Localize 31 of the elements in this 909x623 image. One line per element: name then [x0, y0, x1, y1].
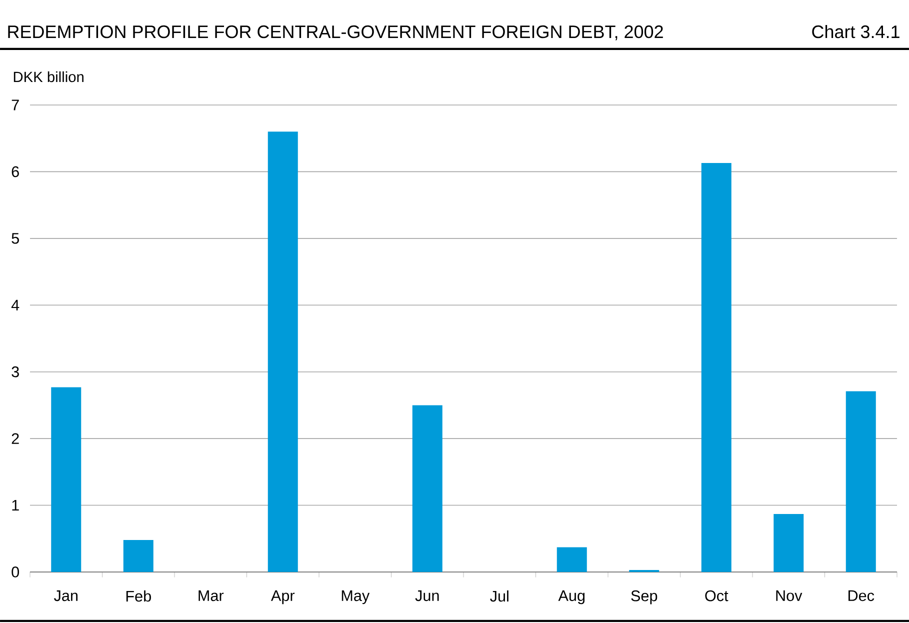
y-tick-label: 1 [12, 500, 19, 511]
bar [123, 540, 154, 572]
y-tick-label: 2 [12, 433, 19, 444]
bar [701, 163, 732, 572]
x-tick-label: Jan [54, 590, 78, 602]
x-tick-label: Mar [198, 590, 224, 602]
bar [846, 391, 876, 572]
chart-title: REDEMPTION PROFILE FOR CENTRAL-GOVERNMENT FOREIGN DEBT, 2002 [8, 25, 663, 40]
x-tick-label: Dec [848, 590, 874, 602]
y-tick-label: 4 [11, 300, 20, 310]
x-tick-label: Aug [558, 590, 585, 604]
x-tick-label: May [342, 590, 370, 604]
y-tick-label: 6 [12, 166, 19, 178]
x-tick-label: Sep [631, 590, 658, 604]
y-tick-label: 7 [12, 100, 19, 110]
bar [774, 514, 804, 572]
x-tick-label: Apr [270, 590, 295, 604]
bar [556, 547, 587, 572]
y-tick-label: 5 [12, 233, 19, 244]
bar [268, 132, 298, 572]
y-tick-label: 0 [12, 566, 20, 578]
caption: Chart 3.4.1 [812, 24, 900, 38]
bar [412, 405, 442, 572]
x-tick-label: Nov [776, 590, 802, 602]
x-tick-label: Jul [490, 590, 508, 602]
bar [51, 387, 82, 572]
x-tick-label: Oct [705, 590, 728, 602]
x-tick-label: Feb [126, 590, 151, 602]
y-tick-label: 3 [12, 366, 19, 378]
x-tick-label: Jun [415, 590, 439, 602]
y-axis-title: DKK billion [14, 71, 84, 82]
